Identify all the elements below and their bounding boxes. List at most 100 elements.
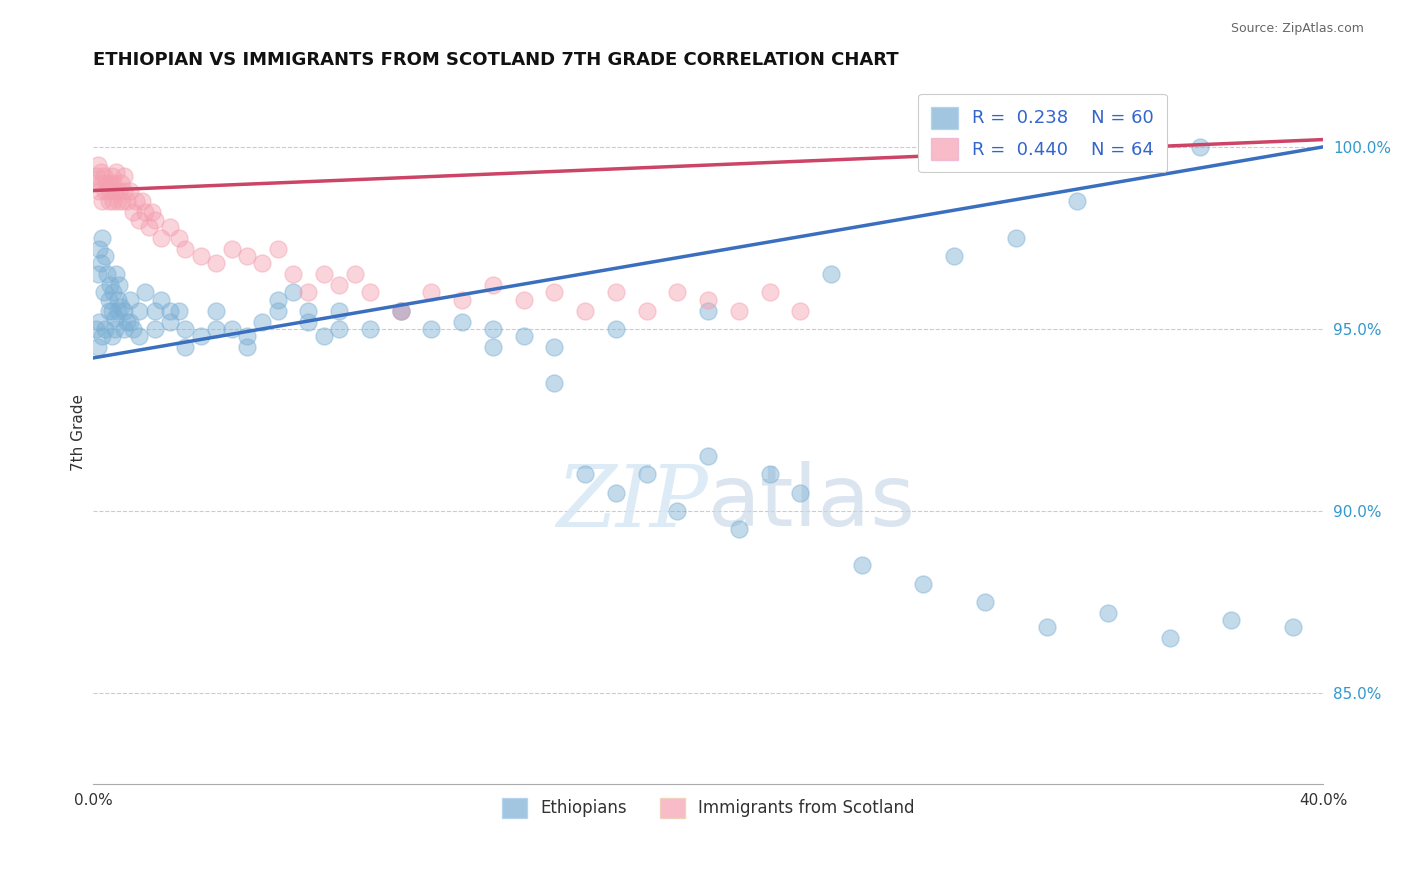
Point (122, 205, 145, 219)
Point (697, 449, 720, 463)
Point (110, 300, 132, 314)
Point (87, 267, 110, 281)
Point (107, 293, 129, 307)
Point (758, 467, 780, 482)
Point (131, 194, 153, 209)
Point (128, 329, 150, 343)
Point (190, 249, 212, 263)
Point (87, 340, 110, 354)
Point (105, 165, 128, 179)
Point (420, 285, 443, 300)
Point (89, 242, 111, 256)
Point (105, 267, 128, 281)
Point (359, 322, 381, 336)
Point (343, 267, 366, 281)
Point (297, 314, 319, 328)
Point (84, 169, 107, 183)
Point (758, 285, 780, 300)
Point (97, 176, 120, 190)
Point (96, 176, 118, 190)
Point (134, 285, 156, 300)
Point (420, 322, 443, 336)
Point (128, 212, 150, 227)
Point (98, 278, 121, 293)
Point (128, 303, 150, 318)
Point (666, 285, 689, 300)
Point (120, 293, 142, 307)
Point (359, 285, 381, 300)
Point (543, 285, 565, 300)
Point (174, 322, 197, 336)
Point (94, 322, 117, 336)
Point (1066, 194, 1088, 209)
Point (512, 329, 534, 343)
Point (115, 314, 138, 328)
Point (97, 303, 120, 318)
Point (101, 285, 124, 300)
Point (91, 329, 114, 343)
Point (297, 303, 319, 318)
Point (91, 194, 114, 209)
Point (205, 303, 228, 318)
Text: Source: ZipAtlas.com: Source: ZipAtlas.com (1230, 22, 1364, 36)
Point (90, 256, 112, 270)
Point (482, 322, 505, 336)
Point (159, 219, 181, 234)
Point (252, 256, 274, 270)
Point (100, 303, 122, 318)
Point (138, 219, 160, 234)
Point (169, 303, 191, 318)
Point (205, 322, 228, 336)
Point (84, 322, 107, 336)
Point (97, 293, 120, 307)
Point (108, 278, 131, 293)
Point (236, 329, 259, 343)
Point (297, 285, 319, 300)
Point (605, 285, 627, 300)
Point (666, 504, 689, 518)
Point (1159, 631, 1181, 645)
Point (1220, 613, 1243, 627)
Point (143, 303, 166, 318)
Point (974, 595, 997, 609)
Point (89, 184, 111, 198)
Point (87, 158, 110, 172)
Point (93, 169, 115, 183)
Point (943, 249, 966, 263)
Point (543, 376, 565, 391)
Point (236, 340, 259, 354)
Point (328, 278, 350, 293)
Point (389, 303, 412, 318)
Point (101, 176, 124, 190)
Point (83, 176, 105, 190)
Point (851, 558, 873, 573)
Point (281, 267, 304, 281)
Point (221, 242, 243, 256)
Point (636, 467, 658, 482)
Point (543, 340, 565, 354)
Point (389, 303, 412, 318)
Point (697, 293, 720, 307)
Point (389, 303, 412, 318)
Point (789, 485, 811, 500)
Point (143, 322, 166, 336)
Point (97, 194, 120, 209)
Point (104, 322, 127, 336)
Legend: Ethiopians, Immigrants from Scotland: Ethiopians, Immigrants from Scotland (495, 791, 921, 824)
Point (267, 303, 290, 318)
Point (159, 303, 181, 318)
Point (125, 194, 148, 209)
Point (205, 256, 228, 270)
Point (134, 205, 156, 219)
Point (236, 249, 259, 263)
Text: ZIP: ZIP (557, 461, 709, 544)
Point (1097, 606, 1119, 620)
Point (111, 194, 134, 209)
Point (93, 285, 115, 300)
Point (328, 322, 350, 336)
Point (728, 303, 751, 318)
Point (98, 184, 121, 198)
Point (574, 467, 596, 482)
Point (605, 322, 627, 336)
Point (115, 194, 138, 209)
